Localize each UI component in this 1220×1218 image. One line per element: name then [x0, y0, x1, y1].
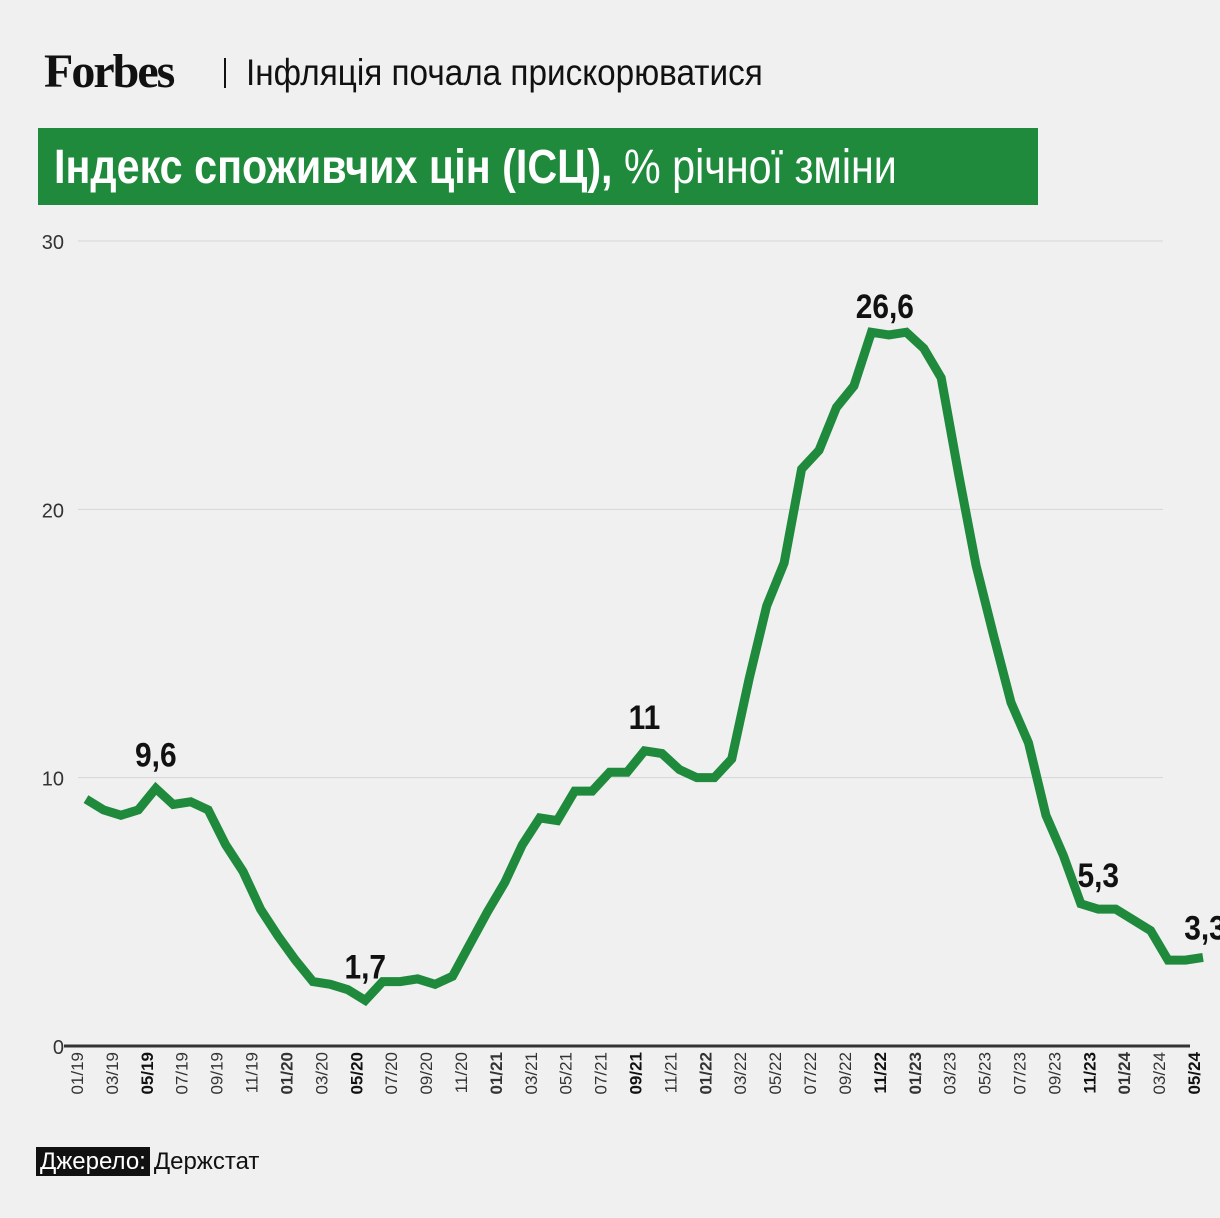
- y-tick-label: 10: [42, 769, 64, 791]
- x-tick-label: 09/19: [208, 1052, 227, 1095]
- x-tick-label: 01/22: [696, 1052, 715, 1095]
- x-tick-label: 09/22: [836, 1052, 855, 1095]
- headline: Інфляція почала прискорюватися: [246, 52, 763, 93]
- x-tick-label: 11/20: [452, 1052, 471, 1093]
- x-tick-label: 05/23: [976, 1052, 995, 1095]
- x-tick-label: 01/23: [906, 1052, 925, 1095]
- y-tick-label: 30: [42, 232, 64, 254]
- chart-title-unit: % річної зміни: [624, 141, 897, 194]
- x-tick-label: 07/21: [592, 1052, 611, 1095]
- data-label: 1,7: [344, 948, 386, 986]
- data-label: 11: [629, 698, 661, 736]
- x-tick-label: 01/21: [487, 1052, 506, 1095]
- x-tick-label: 09/21: [627, 1052, 646, 1095]
- x-tick-label: 11/23: [1080, 1052, 1099, 1094]
- chart-title-banner: Індекс споживчих цін (ІСЦ), % річної змі…: [38, 128, 1038, 205]
- x-tick-label: 01/19: [68, 1052, 87, 1095]
- x-tick-label: 11/22: [871, 1052, 890, 1094]
- x-tick-label: 03/20: [312, 1052, 331, 1095]
- x-tick-label: 11/21: [661, 1052, 680, 1093]
- source-value: Держстат: [153, 1148, 260, 1175]
- data-label: 9,6: [135, 736, 177, 774]
- x-tick-label: 03/19: [103, 1052, 122, 1095]
- x-tick-label: 05/22: [766, 1052, 785, 1095]
- data-label: 3,3: [1184, 909, 1220, 947]
- x-tick-label: 03/24: [1150, 1052, 1169, 1095]
- header-divider: [224, 58, 226, 88]
- source-note: Джерело: Держстат: [36, 1147, 260, 1176]
- x-tick-label: 05/19: [138, 1052, 157, 1095]
- x-tick-label: 09/23: [1045, 1052, 1064, 1095]
- x-tick-label: 05/20: [347, 1052, 366, 1095]
- forbes-logo: Forbes: [44, 45, 175, 98]
- x-tick-label: 05/24: [1185, 1051, 1204, 1094]
- x-tick-label: 11/19: [243, 1052, 262, 1093]
- y-tick-label: 0: [53, 1037, 64, 1059]
- data-label: 5,3: [1077, 856, 1119, 894]
- x-tick-label: 01/24: [1115, 1051, 1134, 1094]
- x-tick-label: 07/20: [382, 1052, 401, 1095]
- y-tick-label: 20: [42, 500, 64, 522]
- chart-title-bold: Індекс споживчих цін (ІСЦ),: [54, 141, 613, 194]
- source-label: Джерело:: [36, 1147, 150, 1176]
- x-tick-label: 05/21: [557, 1052, 576, 1095]
- x-tick-label: 01/20: [277, 1052, 296, 1095]
- x-tick-label: 03/22: [731, 1052, 750, 1095]
- x-tick-label: 03/23: [941, 1052, 960, 1095]
- chart-title: Індекс споживчих цін (ІСЦ), % річної змі…: [54, 140, 897, 195]
- x-tick-label: 03/21: [522, 1052, 541, 1095]
- x-tick-label: 07/22: [801, 1052, 820, 1095]
- x-tick-label: 07/23: [1010, 1052, 1029, 1095]
- x-tick-label: 07/19: [173, 1052, 192, 1095]
- cpi-series-line: [83, 327, 1204, 1007]
- x-tick-label: 09/20: [417, 1052, 436, 1095]
- data-label: 26,6: [856, 287, 914, 325]
